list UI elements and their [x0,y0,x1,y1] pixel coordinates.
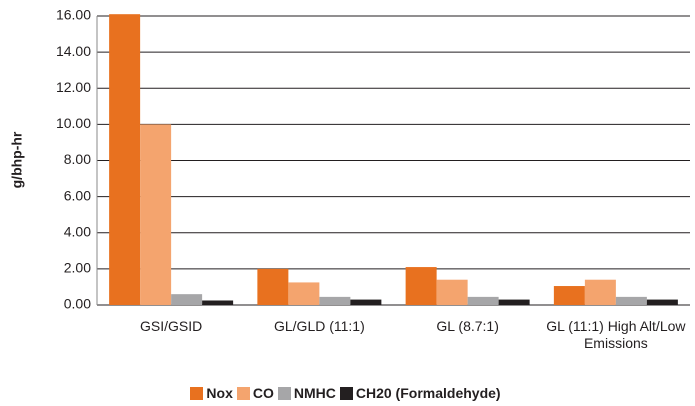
bar [257,269,288,305]
legend-swatch [237,387,250,400]
legend-label: NMHC [294,385,336,401]
bar [585,280,616,305]
bar [350,300,381,305]
legend-swatch [278,387,291,400]
bar [499,300,530,305]
legend-item: CO [237,385,274,401]
bar [616,297,647,305]
legend-label: CH20 (Formaldehyde) [356,385,501,401]
x-tick-label: GL (11:1) High Alt/Low Emissions [546,318,686,352]
legend-item: Nox [190,385,232,401]
y-tick-label: 2.00 [64,260,91,276]
y-tick-label: 10.00 [56,115,91,131]
bar [109,14,140,305]
y-tick-label: 6.00 [64,187,91,203]
bar [288,282,319,305]
bar [202,300,233,305]
legend-item: NMHC [278,385,336,401]
legend-swatch [190,387,203,400]
bar [171,294,202,305]
y-tick-label: 16.00 [56,7,91,23]
legend-swatch [340,387,353,400]
bar [554,286,585,305]
y-tick-label: 12.00 [56,79,91,95]
x-tick-label: GL (8.7:1) [398,318,538,335]
y-tick-label: 8.00 [64,151,91,167]
bar [647,300,678,305]
bar [437,280,468,305]
y-tick-label: 4.00 [64,223,91,239]
bar [140,124,171,305]
bar [406,267,437,305]
legend-item: CH20 (Formaldehyde) [340,385,501,401]
x-tick-label: GSI/GSID [101,318,241,335]
y-tick-label: 0.00 [64,296,91,312]
legend-label: Nox [206,385,232,401]
legend: Nox CO NMHC CH20 (Formaldehyde) [0,385,695,401]
x-tick-label: GL/GLD (11:1) [249,318,389,335]
y-axis-label: g/bhp-hr [9,131,25,188]
legend-label: CO [253,385,274,401]
bar [468,297,499,305]
page: {"chart_data": {"type": "bar", "y_label"… [0,0,695,406]
y-tick-label: 14.00 [56,43,91,59]
bar [319,297,350,305]
